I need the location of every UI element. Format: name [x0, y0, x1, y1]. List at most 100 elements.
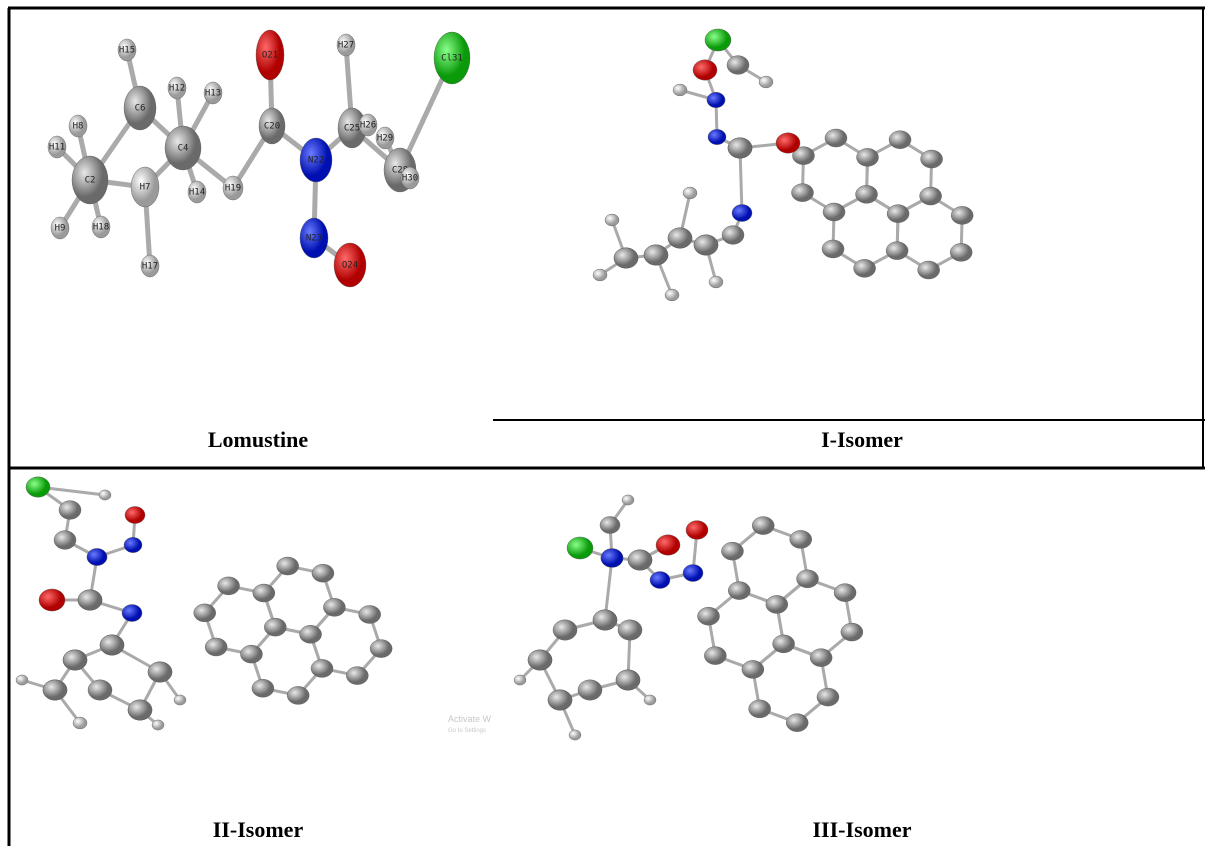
atom [786, 714, 808, 732]
atom [950, 243, 972, 261]
atom [553, 620, 577, 640]
atom [683, 187, 697, 199]
atom-label: H12 [169, 84, 185, 94]
atom [810, 649, 832, 667]
watermark: Activate W [448, 714, 492, 724]
atom [889, 131, 911, 149]
atom [88, 680, 112, 700]
atom [370, 640, 392, 658]
atoms: H15C6H12H13O21H27Cl31H8C20C4N22C25H26C28… [16, 29, 973, 740]
atom [817, 688, 839, 706]
atom [854, 259, 876, 277]
atom [16, 675, 28, 685]
atom [59, 501, 81, 520]
caption: Lomustine [208, 427, 308, 452]
atom-label: C2 [85, 176, 96, 186]
atom [264, 618, 286, 636]
atom [732, 205, 752, 222]
atom [797, 570, 819, 588]
atom [722, 226, 744, 245]
atom [709, 276, 723, 288]
atom [600, 517, 620, 534]
atom [43, 680, 67, 700]
atom [100, 635, 124, 655]
atom-label: H7 [140, 183, 151, 193]
atom [728, 138, 752, 158]
atom [721, 542, 743, 560]
atom-label: H19 [225, 184, 241, 194]
atom [656, 535, 680, 555]
atom [694, 235, 718, 255]
atom [705, 29, 731, 51]
atom-label: H18 [93, 223, 109, 233]
atom [749, 700, 771, 718]
atom-label: C25 [344, 124, 360, 134]
atom-label: H26 [360, 121, 376, 131]
atom-label: N23 [306, 234, 322, 244]
atom [698, 607, 720, 625]
atom [548, 690, 572, 710]
atom-label: Cl31 [441, 54, 463, 64]
atom [773, 635, 795, 653]
atom [54, 531, 76, 550]
atom [152, 720, 164, 730]
atom [359, 605, 381, 623]
atom [605, 214, 619, 226]
caption: II-Isomer [213, 817, 304, 842]
atom [686, 521, 708, 540]
atom [759, 76, 773, 88]
atom [287, 686, 309, 704]
atom [622, 495, 634, 505]
atom [886, 242, 908, 260]
atom [921, 150, 943, 168]
atom [567, 537, 593, 559]
atom [277, 557, 299, 575]
atom [951, 206, 973, 224]
atom [823, 203, 845, 221]
atom [693, 60, 717, 80]
atom [776, 133, 800, 153]
atom [122, 605, 142, 622]
atom-label: N22 [308, 156, 324, 166]
atom [834, 584, 856, 602]
atom [323, 598, 345, 616]
atom [708, 129, 726, 144]
atom [790, 530, 812, 548]
atom-label: O24 [342, 261, 358, 271]
atom [644, 245, 668, 265]
atom-label: H15 [119, 46, 135, 56]
caption: I-Isomer [821, 427, 903, 452]
atom [665, 289, 679, 301]
atom [194, 604, 216, 622]
atom [668, 228, 692, 248]
atom [73, 717, 87, 729]
atom [644, 695, 656, 705]
atom [918, 261, 940, 279]
figure-page: H15C6H12H13O21H27Cl31H8C20C4N22C25H26C28… [0, 0, 1205, 846]
atom [628, 550, 652, 570]
caption: III-Isomer [813, 817, 912, 842]
atom [128, 700, 152, 720]
atom [704, 647, 726, 665]
atom [752, 517, 774, 535]
atom [78, 590, 102, 610]
atom [728, 582, 750, 600]
atom [727, 56, 749, 75]
atom [707, 92, 725, 107]
atom-label: H11 [49, 143, 65, 153]
atom-label: H14 [189, 188, 205, 198]
atom-label: H13 [205, 89, 221, 99]
atom [825, 129, 847, 147]
atom [346, 667, 368, 685]
atom [63, 650, 87, 670]
atom [578, 680, 602, 700]
atom [99, 490, 111, 500]
atom [601, 549, 623, 568]
atom-label: C4 [178, 144, 189, 154]
atom [218, 577, 240, 595]
atom [822, 240, 844, 258]
atom-label: C6 [135, 104, 146, 114]
atom [300, 625, 322, 643]
atom [616, 670, 640, 690]
atom [650, 572, 670, 589]
